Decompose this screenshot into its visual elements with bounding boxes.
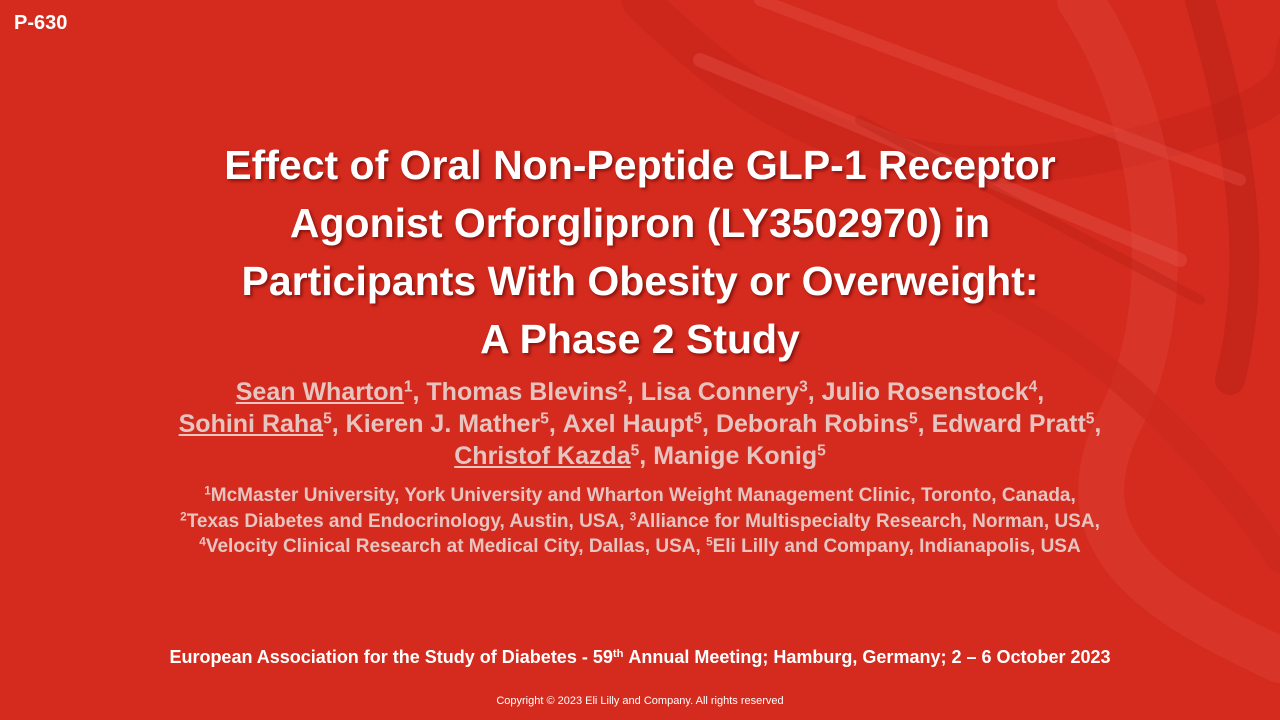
- author: Lisa Connery3,: [641, 378, 815, 406]
- separator: ,: [626, 378, 634, 406]
- superscript: 1: [403, 378, 413, 396]
- title: Effect of Oral Non-Peptide GLP-1 Recepto…: [0, 136, 1280, 368]
- author: Christof Kazda5,: [454, 442, 646, 470]
- separator: ,: [331, 410, 339, 438]
- author-name: Lisa Connery: [640, 378, 800, 406]
- superscript: 5: [630, 442, 640, 460]
- separator: ,: [639, 442, 647, 470]
- author-name: Christof Kazda: [454, 442, 631, 470]
- author: Sean Wharton1,: [236, 378, 420, 406]
- separator: ,: [1037, 378, 1045, 406]
- author: Kieren J. Mather5,: [346, 410, 556, 438]
- author-name: Julio Rosenstock: [821, 378, 1029, 406]
- superscript: 2: [618, 378, 627, 396]
- title-line: Effect of Oral Non-Peptide GLP-1 Recepto…: [224, 142, 1056, 188]
- affiliations: 1McMaster University, York University an…: [0, 483, 1280, 560]
- author: Manige Konig5: [653, 442, 826, 470]
- author: Edward Pratt5,: [932, 410, 1102, 438]
- meeting-text: European Association for the Study of Di…: [169, 647, 613, 667]
- author-line: Sean Wharton1, Thomas Blevins2, Lisa Conne…: [0, 376, 1280, 408]
- title-line: A Phase 2 Study: [480, 316, 800, 362]
- affiliation: 5Eli Lilly and Company, Indianapolis, US…: [706, 536, 1081, 557]
- superscript: 5: [693, 410, 702, 428]
- author: Deborah Robins5,: [716, 410, 925, 438]
- affiliation-text: Alliance for Multispecialty Research, No…: [636, 510, 1100, 532]
- superscript: th: [612, 647, 624, 660]
- affiliation-line: 1McMaster University, York University an…: [0, 483, 1280, 509]
- author-name: Thomas Blevins: [426, 378, 619, 406]
- author-name: Deborah Robins: [715, 410, 910, 438]
- author: Sohini Raha5,: [179, 410, 339, 438]
- separator: ,: [807, 378, 815, 406]
- superscript: 1: [204, 484, 211, 498]
- title-line: Agonist Orforglipron (LY3502970) in: [289, 200, 991, 246]
- author: Thomas Blevins2,: [426, 378, 633, 406]
- superscript: 4: [199, 535, 206, 549]
- affiliation-line: 2Texas Diabetes and Endocrinology, Austi…: [0, 509, 1280, 535]
- title-line: Participants With Obesity or Overweight:: [241, 258, 1039, 304]
- superscript: 5: [706, 535, 713, 549]
- superscript: 4: [1028, 378, 1038, 396]
- meeting: European Association for the Study of Di…: [0, 647, 1280, 668]
- author: Axel Haupt5,: [563, 410, 709, 438]
- superscript: 5: [1085, 410, 1095, 428]
- author-name: Sohini Raha: [178, 410, 324, 438]
- author-name: Axel Haupt: [562, 410, 694, 438]
- affiliation: 2Texas Diabetes and Endocrinology, Austi…: [180, 511, 624, 532]
- authors: Sean Wharton1, Thomas Blevins2, Lisa Conne…: [0, 376, 1280, 472]
- superscript: 5: [540, 410, 549, 428]
- author: Julio Rosenstock4,: [822, 378, 1045, 406]
- affiliation-text: Texas Diabetes and Endocrinology, Austin…: [186, 510, 625, 532]
- separator: ,: [412, 378, 420, 406]
- affiliation-line: 4Velocity Clinical Research at Medical C…: [0, 534, 1280, 560]
- superscript: 5: [323, 410, 332, 428]
- affiliation: 3Alliance for Multispecialty Research, N…: [630, 511, 1100, 532]
- affiliation-text: Eli Lilly and Company, Indianapolis, USA: [712, 536, 1081, 557]
- poster-id: P-630: [14, 12, 68, 34]
- author-line: Christof Kazda5, Manige Konig5: [0, 440, 1280, 472]
- copyright: Copyright © 2023 Eli Lilly and Company. …: [496, 695, 784, 707]
- superscript: 5: [909, 410, 918, 428]
- superscript: 3: [799, 378, 808, 396]
- affiliation: 1McMaster University, York University an…: [204, 485, 1076, 506]
- author-name: Kieren J. Mather: [345, 410, 541, 438]
- separator: ,: [548, 410, 556, 438]
- meeting-text: Annual Meeting; Hamburg, Germany; 2 – 6 …: [628, 647, 1111, 667]
- separator: ,: [917, 410, 925, 438]
- affiliation-text: Velocity Clinical Research at Medical Ci…: [205, 536, 701, 557]
- author-name: Edward Pratt: [931, 410, 1086, 438]
- author-name: Manige Konig: [653, 442, 818, 470]
- superscript: 5: [817, 442, 826, 460]
- author-line: Sohini Raha5, Kieren J. Mather5, Axel Haup…: [0, 408, 1280, 440]
- affiliation-text: McMaster University, York University and…: [210, 485, 1076, 506]
- separator: ,: [701, 410, 709, 438]
- superscript: 2: [180, 510, 187, 524]
- superscript: 3: [629, 510, 637, 524]
- affiliation: 4Velocity Clinical Research at Medical C…: [199, 536, 700, 557]
- separator: ,: [1094, 410, 1102, 438]
- author-name: Sean Wharton: [235, 378, 404, 406]
